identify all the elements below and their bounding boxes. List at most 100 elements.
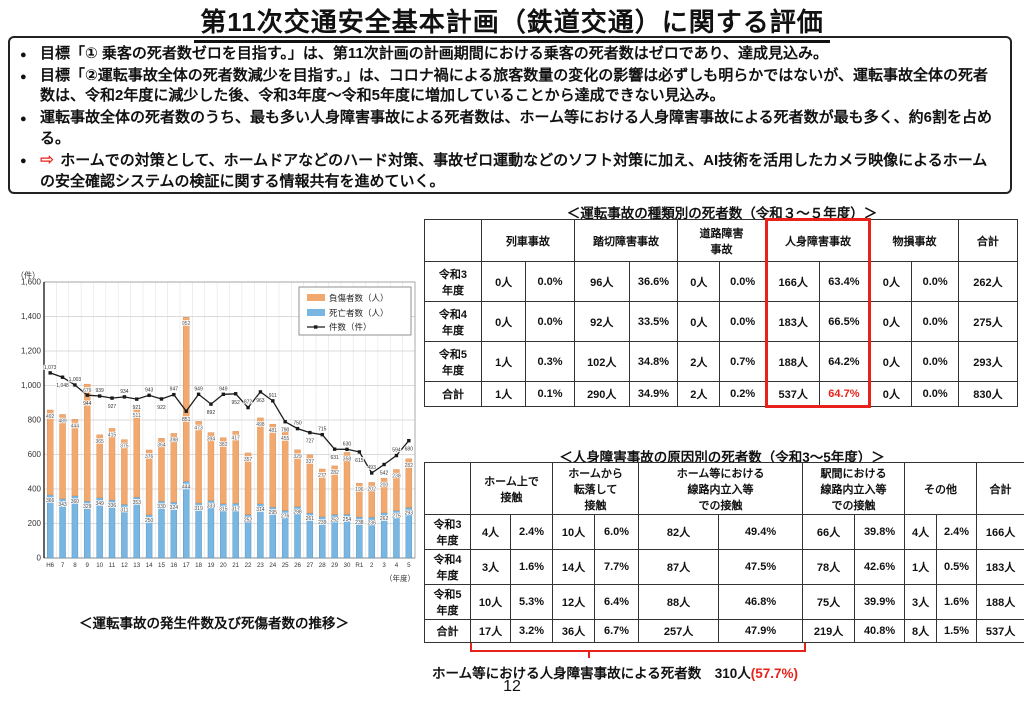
total-cell: 262人 <box>957 261 1019 302</box>
cause-table: ホーム上で 接触 ホームから 転落して 接触 ホーム等における 線路内立入等 での接… <box>424 462 1024 643</box>
svg-text:10: 10 <box>96 562 103 569</box>
count-cell: 96人 <box>573 261 630 302</box>
svg-text:365: 365 <box>95 439 104 445</box>
svg-text:27: 27 <box>306 562 313 569</box>
year-row-label: 令和5 年度 <box>424 341 482 382</box>
year-row-label: 令和4 年度 <box>424 301 482 342</box>
svg-text:498: 498 <box>256 422 265 428</box>
svg-text:30: 30 <box>344 562 351 569</box>
bullet-marker-icon: ● <box>20 113 27 126</box>
percent-cell: 47.5% <box>718 549 804 585</box>
svg-text:件数（件）: 件数（件） <box>329 322 372 332</box>
svg-text:851: 851 <box>182 417 191 423</box>
svg-text:329: 329 <box>293 454 302 460</box>
red-arrow-icon: ⇨ <box>40 150 55 170</box>
svg-text:12: 12 <box>121 562 128 569</box>
svg-text:360: 360 <box>71 499 80 505</box>
percent-cell: 39.9% <box>854 584 906 620</box>
count-cell: 75人 <box>802 584 856 620</box>
svg-text:282: 282 <box>330 470 339 476</box>
svg-text:314: 314 <box>256 507 265 513</box>
percent-cell: 33.5% <box>628 301 679 342</box>
percent-cell: 63.4% <box>818 261 872 302</box>
svg-text:250: 250 <box>145 518 154 524</box>
svg-text:934: 934 <box>120 389 129 395</box>
svg-text:1,600: 1,600 <box>21 278 42 287</box>
svg-text:28: 28 <box>319 562 326 569</box>
bullet-text: 運転事故全体の死者数のうち、最も多い人身障害事故による死者数は、ホーム等における… <box>40 109 992 147</box>
count-cell: 82人 <box>638 514 720 550</box>
bullet-item: ● 運転事故全体の死者数のうち、最も多い人身障害事故による死者数は、ホーム等におけ… <box>20 108 1000 149</box>
svg-text:17: 17 <box>183 562 190 569</box>
svg-text:417: 417 <box>232 435 241 441</box>
percent-cell: 42.6% <box>854 549 906 585</box>
svg-text:336: 336 <box>108 503 117 509</box>
percent-cell: 7.7% <box>594 549 640 585</box>
svg-text:254: 254 <box>343 517 352 523</box>
bullet-item: ● ⇨ ホームでの対策として、ホームドアなどのハード対策、事故ゼロ運動などのソフト対… <box>20 150 1000 192</box>
percent-cell: 36.6% <box>628 261 679 302</box>
count-cell: 78人 <box>802 549 856 585</box>
svg-text:630: 630 <box>343 441 352 447</box>
accident-type-table-title: ＜運転事故の種類別の死者数（令和３～５年度）＞ <box>566 206 878 221</box>
svg-text:1,200: 1,200 <box>21 347 42 356</box>
count-cell: 290人 <box>573 381 630 407</box>
svg-text:24: 24 <box>269 562 276 569</box>
count-cell: 17人 <box>470 619 511 643</box>
platform-deaths-bracket <box>470 643 806 658</box>
percent-cell: 5.3% <box>509 584 554 620</box>
percent-cell: 0.2% <box>719 381 767 407</box>
svg-text:927: 927 <box>108 404 117 410</box>
svg-text:939: 939 <box>95 388 104 394</box>
svg-text:23: 23 <box>257 562 264 569</box>
svg-text:444: 444 <box>71 423 80 429</box>
bullet-text: ⇨ ホームでの対策として、ホームドアなどのハード対策、事故ゼロ運動などのソフト対策… <box>40 150 988 191</box>
svg-text:382: 382 <box>219 442 228 448</box>
percent-cell: 0.0% <box>719 261 767 302</box>
svg-text:0: 0 <box>37 554 42 563</box>
svg-text:239: 239 <box>318 520 327 526</box>
svg-text:1,400: 1,400 <box>21 312 42 321</box>
percent-cell: 0.0% <box>525 261 575 302</box>
count-cell: 4人 <box>904 514 938 550</box>
svg-text:238: 238 <box>392 474 401 480</box>
page-title: 第11次交通安全基本計画（鉄道交通）に関する評価 <box>194 2 830 43</box>
svg-text:892: 892 <box>207 410 216 416</box>
count-cell: 12人 <box>552 584 596 620</box>
percent-cell: 34.9% <box>628 381 679 407</box>
percent-cell: 2.4% <box>509 514 554 550</box>
svg-text:死亡者数（人）: 死亡者数（人） <box>329 308 389 318</box>
column-header: ホーム上で 接触 <box>469 462 554 515</box>
count-cell: 3人 <box>904 584 938 620</box>
bullet-marker-icon: ● <box>20 155 27 168</box>
column-header: 駅間における 線路内立入等 での接触 <box>802 462 906 515</box>
svg-text:943: 943 <box>145 387 154 393</box>
column-header: その他 <box>904 462 978 515</box>
svg-text:275: 275 <box>392 514 401 520</box>
svg-text:952: 952 <box>182 321 191 327</box>
svg-text:415: 415 <box>108 432 117 438</box>
year-row-label: 合計 <box>424 619 471 643</box>
svg-text:15: 15 <box>158 562 165 569</box>
svg-text:1,073: 1,073 <box>44 365 57 371</box>
data-table: ホーム上で 接触 ホームから 転落して 接触 ホーム等における 線路内立入等 での接… <box>424 462 1024 643</box>
cause-table-title: ＜人身障害事故の原因別の死者数（令和3～5年度）＞ <box>559 450 885 465</box>
svg-text:298: 298 <box>293 510 302 516</box>
svg-text:9: 9 <box>86 562 90 569</box>
bullet-marker-icon: ● <box>20 70 27 83</box>
svg-text:4: 4 <box>395 562 399 569</box>
svg-text:921: 921 <box>133 405 142 411</box>
column-header: 合計 <box>957 219 1019 262</box>
svg-text:963: 963 <box>256 398 265 404</box>
svg-text:947: 947 <box>170 387 179 393</box>
count-cell: 88人 <box>638 584 720 620</box>
svg-text:375: 375 <box>120 444 129 450</box>
total-cell: 830人 <box>957 381 1019 407</box>
svg-text:949: 949 <box>219 386 228 392</box>
svg-text:R1: R1 <box>355 562 363 569</box>
column-header: 人身障害事故 <box>764 218 872 262</box>
page-title-wrap: 第11次交通安全基本計画（鉄道交通）に関する評価 <box>0 2 1024 43</box>
year-row-label: 令和4 年度 <box>424 549 471 585</box>
accidents-chart: 0 200 400 600 800 1,000 1,200 1,400 1,600 （件） （年度）… <box>8 268 420 584</box>
svg-text:26: 26 <box>294 562 301 569</box>
